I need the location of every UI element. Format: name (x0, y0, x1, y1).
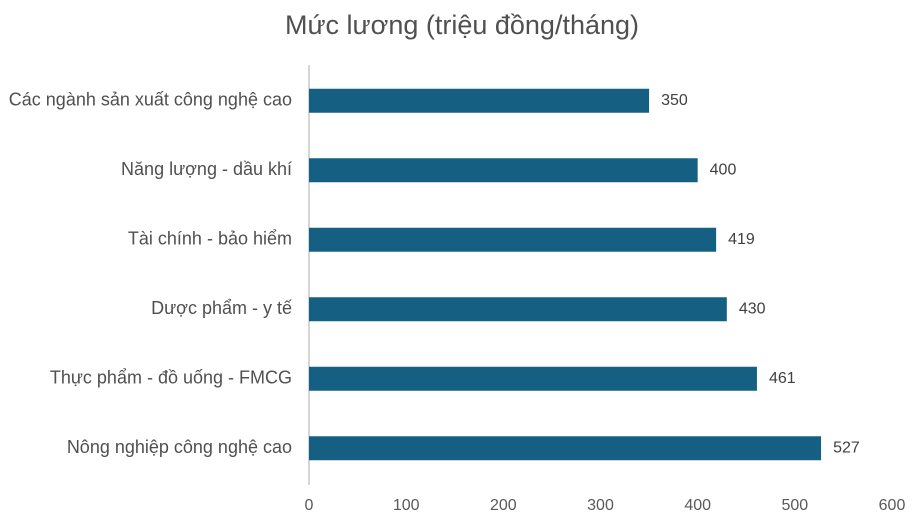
bar (309, 366, 757, 391)
x-tick-label: 400 (684, 497, 711, 514)
data-label: 350 (661, 92, 688, 109)
y-tick-label: Nông nghiệp công nghệ cao (67, 437, 292, 457)
data-label: 527 (833, 439, 860, 456)
y-tick-label: Tài chính - bảo hiểm (128, 229, 292, 249)
x-tick-label: 200 (490, 497, 517, 514)
data-label: 419 (728, 231, 755, 248)
data-label: 461 (769, 370, 796, 387)
bar (309, 227, 717, 252)
bar (309, 297, 727, 322)
y-tick-label: Dược phẩm - y tế (151, 298, 292, 318)
x-tick-label: 0 (305, 497, 314, 514)
x-tick-label: 300 (587, 497, 614, 514)
x-tick-label: 500 (781, 497, 808, 514)
x-tick-label: 100 (393, 497, 420, 514)
bar (309, 88, 650, 113)
y-tick-label: Các ngành sản xuất công nghệ cao (9, 90, 292, 110)
bar (309, 436, 822, 461)
chart-title: Mức lương (triệu đồng/tháng) (285, 10, 639, 40)
y-tick-label: Thực phẩm - đồ uống - FMCG (50, 368, 292, 388)
bar (309, 158, 698, 183)
y-tick-label: Năng lượng - dầu khí (121, 159, 292, 179)
x-tick-label: 600 (879, 497, 906, 514)
data-label: 430 (739, 300, 766, 317)
data-label: 400 (710, 161, 737, 178)
